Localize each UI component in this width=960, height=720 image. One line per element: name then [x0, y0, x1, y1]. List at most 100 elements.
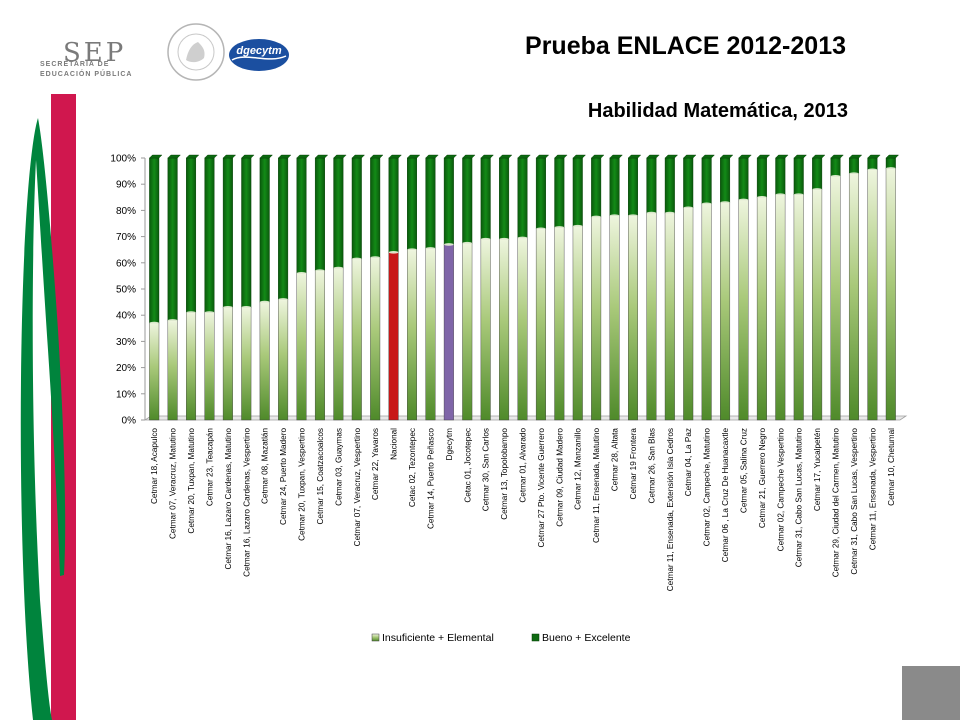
- bar-group: [369, 154, 384, 421]
- x-tick-label: Cetmar 31, Cabo San Lucas, Vespertino: [850, 428, 859, 575]
- bar-bueno-excelente: [609, 157, 620, 216]
- bar-bueno-excelente: [517, 157, 528, 239]
- dgecytm-logo-text: dgecytm: [236, 45, 281, 57]
- bar-group: [296, 154, 310, 421]
- bar-insuficiente-elemental: [425, 248, 436, 421]
- bar-bueno-excelente: [407, 157, 418, 250]
- bar-top-cap: [443, 154, 458, 159]
- bar-segment-divider: [351, 257, 362, 261]
- bar-segment-divider: [591, 215, 601, 219]
- y-axis: 0% 10% 20% 30% 40% 50% 60% 70% 80% 90% 100%: [110, 154, 146, 427]
- bar-bueno-excelente: [720, 157, 731, 203]
- bars-group: [148, 154, 900, 421]
- chart-subtitle: Habilidad Matemática, 2013: [587, 100, 848, 122]
- x-tick-label: Cetmar 20, Tuxpan, Vespertino: [298, 428, 307, 541]
- bar-insuficiente-elemental: [830, 176, 841, 421]
- bar-bueno-excelente: [793, 157, 804, 195]
- bar-insuficiente-elemental: [646, 212, 657, 421]
- bar-bueno-excelente: [296, 157, 307, 274]
- x-tick-label: Cetmar 23, Teacapán: [205, 428, 214, 507]
- y-tick-label: 100%: [110, 154, 136, 165]
- bar-top-cap: [241, 154, 255, 159]
- bar-top-cap: [535, 154, 550, 159]
- bar-bueno-excelente: [683, 157, 694, 208]
- x-tick-label: Cetac 01, Jocotepec: [463, 428, 472, 503]
- bar-segment-divider: [757, 196, 767, 199]
- bar-insuficiente-elemental: [775, 194, 786, 421]
- bar-top-cap: [682, 154, 697, 159]
- x-tick-label: Cetmar 02, Campeche Vespertino: [776, 428, 785, 552]
- bar-segment-divider: [407, 248, 417, 251]
- bar-segment-divider: [886, 167, 896, 170]
- x-tick-label: Cetmar 13, Topolobampo: [500, 428, 509, 520]
- bar-insuficiente-elemental: [333, 267, 344, 421]
- y-tick-label: 90%: [116, 180, 136, 191]
- bar-segment-divider: [536, 227, 546, 231]
- x-tick-label: Cetmar 12, Manzanillo: [574, 428, 583, 510]
- y-tick-label: 20%: [116, 363, 136, 374]
- y-tick-label: 60%: [116, 258, 136, 269]
- bar-segment-divider: [462, 241, 473, 245]
- bar-bueno-excelente: [756, 157, 767, 198]
- bar-group: [351, 154, 366, 421]
- bar-top-cap: [646, 154, 660, 159]
- x-tick-label: Cetmar 28, Altata: [611, 428, 620, 492]
- bar-insuficiente-elemental: [756, 197, 767, 421]
- bar-top-cap: [738, 154, 752, 159]
- y-tick-label: 0%: [122, 416, 137, 427]
- bar-top-cap: [296, 154, 310, 159]
- x-axis-labels: Cetmar 18, Acapulco Cetmar 07, Veracruz, …: [150, 428, 896, 592]
- bar-bueno-excelente: [186, 157, 197, 313]
- bar-segment-divider: [241, 306, 252, 309]
- y-tick-label: 80%: [116, 206, 136, 217]
- bar-top-cap: [885, 154, 900, 159]
- bar-group: [259, 154, 273, 421]
- bar-bueno-excelente: [204, 157, 215, 313]
- bar-group: [867, 154, 881, 421]
- y-tick-label: 30%: [116, 337, 136, 348]
- bar-bueno-excelente: [241, 157, 252, 308]
- sep-logo-line1: SECRETARÍA DE: [40, 61, 110, 68]
- bar-top-cap: [333, 154, 347, 159]
- bar-segment-divider: [683, 206, 694, 210]
- bar-top-cap: [701, 154, 715, 159]
- bar-top-cap: [480, 154, 494, 159]
- bar-top-cap: [148, 154, 163, 159]
- bar-bueno-excelente: [370, 157, 381, 258]
- x-tick-label: Cetmar 20, Tuxpan, Matutino: [187, 428, 196, 534]
- bar-bueno-excelente: [535, 157, 546, 229]
- bar-top-cap: [369, 154, 384, 159]
- bar-top-cap: [388, 154, 402, 159]
- bar-segment-divider: [186, 311, 196, 314]
- bar-segment-divider: [701, 202, 712, 206]
- y-tick-label: 40%: [116, 311, 136, 322]
- x-tick-label: Cetmar 18, Acapulco: [150, 428, 159, 504]
- bar-bueno-excelente: [646, 157, 657, 214]
- bar-segment-divider: [867, 168, 878, 172]
- y-tick-label: 10%: [116, 389, 136, 400]
- bar-insuficiente-elemental: [738, 199, 749, 421]
- bar-top-cap: [848, 154, 863, 159]
- bar-group: [793, 154, 807, 421]
- bar-bueno-excelente: [885, 157, 896, 169]
- bar-insuficiente-elemental: [443, 244, 454, 421]
- x-tick-label: Cetmar 29, Ciudad del Carmen, Matutino: [832, 428, 841, 578]
- bar-group: [314, 154, 329, 421]
- bar-group: [664, 154, 679, 421]
- x-tick-label: Cetmar 16, Lazaro Cardenas, Matutino: [224, 428, 233, 570]
- bar-bueno-excelente: [812, 157, 823, 190]
- legend-swatch-insuficiente-elemental: [371, 633, 380, 642]
- bar-bueno-excelente: [499, 157, 510, 240]
- bar-top-cap: [277, 154, 292, 159]
- bar-group: [222, 154, 237, 421]
- bar-group: [388, 154, 402, 421]
- bar-insuficiente-elemental: [351, 258, 362, 421]
- bar-insuficiente-elemental: [664, 212, 675, 421]
- bar-insuficiente-elemental: [591, 216, 602, 421]
- bar-bueno-excelente: [167, 157, 178, 321]
- legend-swatch-bueno-excelente: [531, 633, 540, 642]
- dgecytm-logo: dgecytm: [229, 39, 289, 71]
- bar-bueno-excelente: [830, 157, 841, 177]
- bar-group: [885, 154, 900, 421]
